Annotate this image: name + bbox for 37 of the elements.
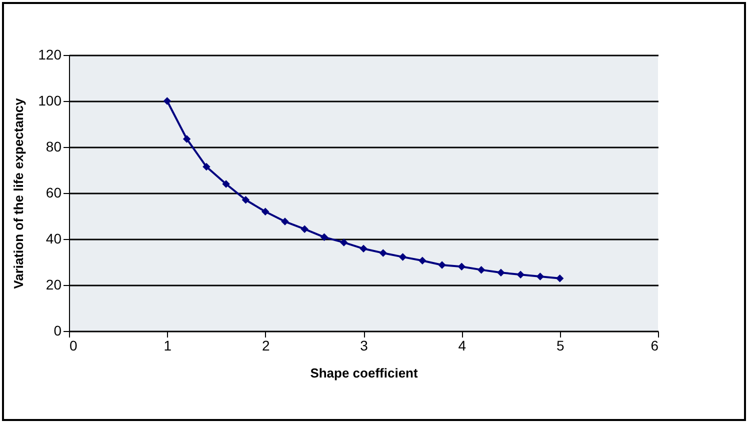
point — [202, 162, 210, 171]
x-tick-label: 0 — [70, 338, 78, 354]
point — [556, 274, 564, 282]
point — [477, 266, 486, 274]
x-tick-label: 3 — [360, 338, 368, 354]
y-tick-label: 60 — [46, 184, 62, 200]
point — [418, 256, 426, 264]
x-axis-title: Shape coefficient — [310, 366, 418, 380]
y-tick-label: 100 — [38, 92, 62, 108]
point — [281, 218, 289, 226]
point — [222, 180, 230, 188]
y-tick-label: 120 — [38, 46, 62, 62]
y-tick-label: 80 — [46, 138, 62, 154]
x-tick-label: 4 — [458, 338, 466, 354]
y-axis-title: Variation of the life expectancy — [11, 97, 26, 289]
x-tick-label: 6 — [650, 338, 659, 354]
point — [398, 253, 407, 261]
point — [340, 238, 348, 246]
point — [458, 262, 466, 270]
x-tick-label: 5 — [556, 338, 564, 354]
point — [438, 261, 446, 269]
point — [360, 244, 368, 253]
y-tick-label: 0 — [54, 322, 62, 338]
point — [182, 135, 191, 143]
point — [261, 208, 270, 216]
point — [379, 249, 388, 257]
x-tick-label: 1 — [164, 338, 172, 354]
point — [536, 272, 544, 280]
point — [163, 97, 172, 105]
point — [300, 225, 308, 233]
point — [516, 270, 524, 279]
x-tick-label: 2 — [262, 338, 270, 354]
point — [320, 233, 328, 242]
y-tick-label: 20 — [46, 276, 62, 292]
point — [242, 196, 250, 204]
y-tick-label: 40 — [46, 230, 62, 246]
point — [497, 268, 505, 276]
